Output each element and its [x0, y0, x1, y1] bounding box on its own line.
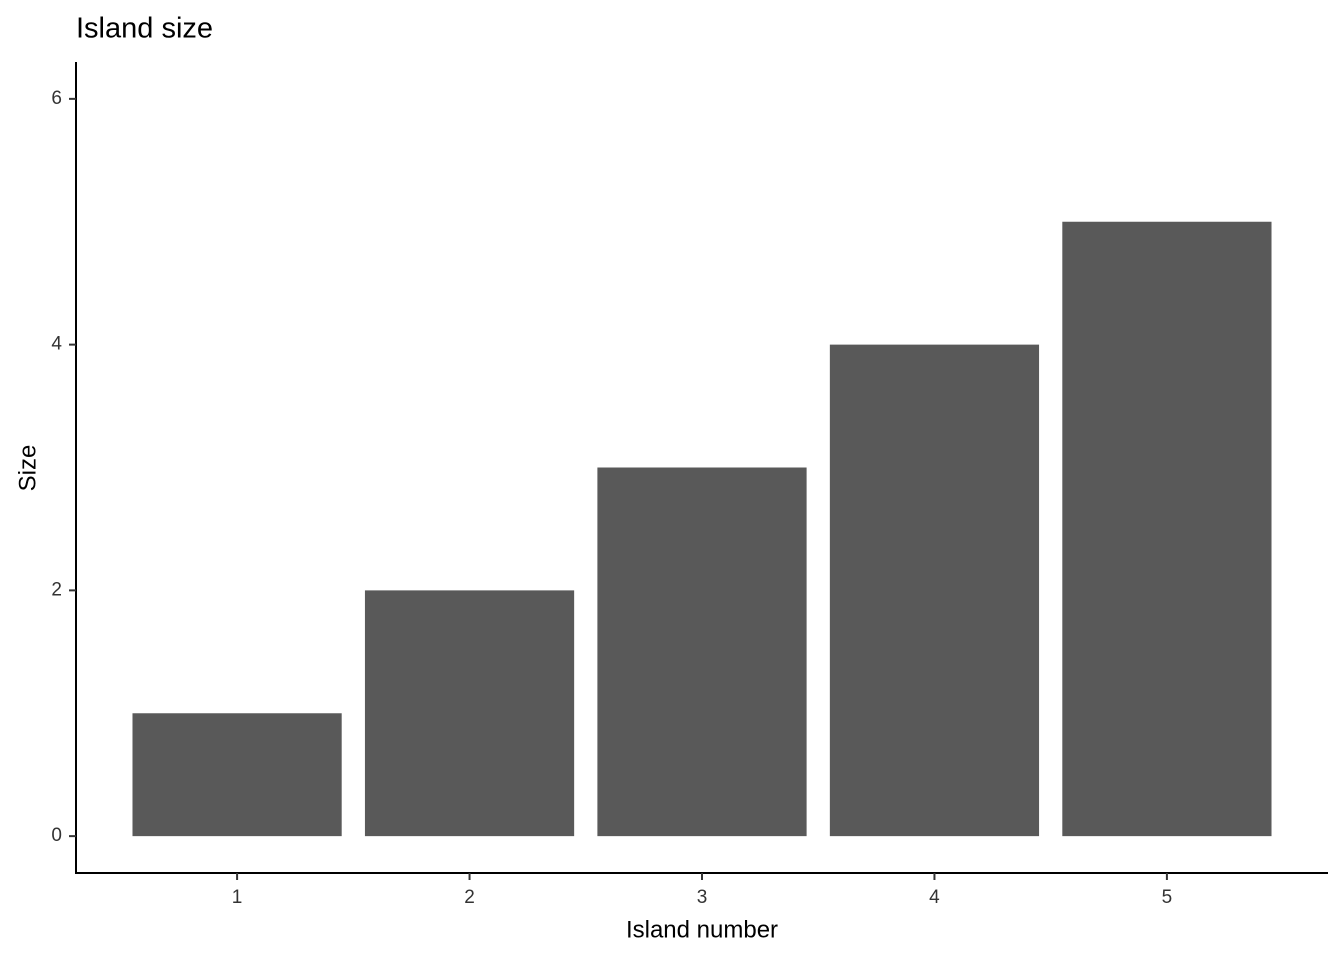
bar	[364, 590, 575, 837]
x-tick-label: 3	[697, 887, 708, 908]
chart-title: Island size	[76, 13, 213, 45]
x-tick-label: 1	[232, 887, 243, 908]
x-tick-label: 2	[464, 887, 475, 908]
x-tick-label: 4	[929, 887, 940, 908]
x-axis-title: Island number	[626, 916, 778, 943]
y-axis-title: Size	[14, 445, 41, 492]
y-tick-label: 0	[51, 825, 62, 846]
bar	[1062, 221, 1272, 837]
y-tick-label: 2	[51, 579, 62, 600]
bar	[829, 344, 1040, 837]
bar	[597, 467, 807, 837]
y-tick-label: 6	[51, 88, 62, 109]
bar	[132, 713, 342, 837]
y-tick-label: 4	[51, 334, 62, 355]
x-tick-label: 5	[1162, 887, 1173, 908]
